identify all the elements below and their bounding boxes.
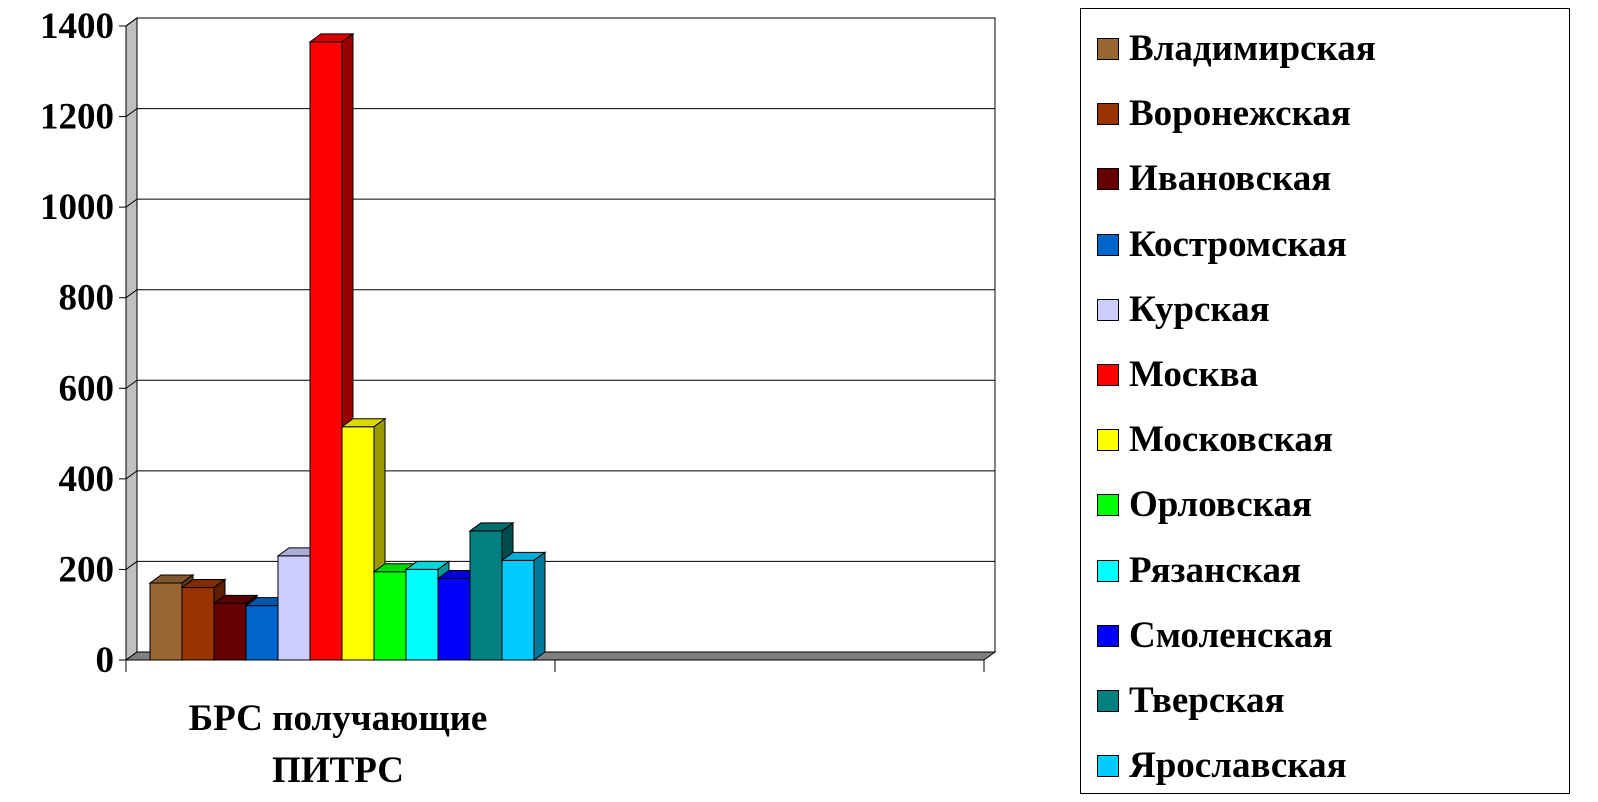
legend-swatch [1097, 429, 1119, 452]
bar-front [149, 582, 183, 661]
legend-label: Курская [1129, 288, 1270, 330]
bar-front [181, 587, 215, 661]
x-axis-ticks [125, 660, 985, 672]
legend-item: Курская [1097, 288, 1270, 330]
gridline [125, 379, 995, 389]
y-tick-label: 800 [59, 278, 115, 319]
legend-item: Владимирская [1097, 29, 1376, 69]
bar-front [213, 602, 247, 661]
y-tick-label: 1400 [40, 6, 114, 47]
bar-front [405, 568, 439, 661]
legend-swatch [1097, 559, 1119, 582]
legend-swatch [1097, 233, 1119, 256]
y-tick-label: 1200 [40, 97, 114, 138]
bar-front [309, 41, 343, 661]
back-wall [136, 17, 996, 653]
bar-front [437, 577, 471, 661]
bar-side [533, 551, 546, 661]
legend-item: Тверская [1097, 681, 1285, 721]
legend-label: Тверская [1129, 680, 1285, 721]
legend-label: Московская [1129, 419, 1333, 461]
legend-item: Ярославская [1097, 746, 1347, 786]
bar-front [245, 605, 279, 661]
legend-item: Смоленская [1097, 614, 1333, 656]
gridline [125, 289, 995, 299]
y-tick-label: 0 [96, 640, 115, 681]
legend-label: Владимирская [1129, 28, 1376, 69]
y-tick-label: 600 [59, 368, 115, 409]
gridline [125, 17, 995, 27]
legend-item: Костромская [1097, 223, 1347, 265]
legend-swatch [1097, 494, 1119, 517]
legend-label: Ярославская [1129, 745, 1347, 787]
legend-item: Московская [1097, 420, 1333, 460]
gridline [125, 560, 995, 570]
legend-swatch [1097, 298, 1119, 321]
legend-label: Рязанская [1129, 549, 1302, 591]
legend-label: Костромская [1129, 223, 1347, 265]
legend-item: Ивановская [1097, 159, 1331, 199]
legend-label: Ивановская [1129, 158, 1332, 200]
bar-Ярославская [500, 551, 547, 661]
legend-swatch [1097, 624, 1119, 647]
legend-label: Москва [1129, 354, 1259, 395]
legend-swatch [1097, 103, 1119, 126]
legend-swatch [1097, 690, 1119, 712]
gridline [125, 470, 995, 480]
bar-front [341, 426, 375, 661]
legend: Владимирская Воронежская Ивановская Костром… [1080, 8, 1570, 794]
legend-label: Воронежская [1129, 93, 1351, 135]
y-tick-label: 200 [59, 549, 115, 590]
gridline [125, 108, 995, 117]
legend-swatch [1097, 364, 1119, 386]
legend-swatch [1097, 38, 1119, 60]
legend-item: Рязанская [1097, 549, 1302, 591]
bar-front [469, 530, 503, 661]
gridlines [125, 17, 995, 570]
bar-front [373, 571, 407, 661]
y-tick-label: 1000 [40, 187, 114, 228]
bar-front [277, 555, 311, 661]
legend-label: Смоленская [1129, 614, 1333, 656]
bar-front [501, 559, 535, 661]
legend-item: Москва [1097, 355, 1258, 395]
legend-item: Орловская [1097, 485, 1312, 525]
side-wall [125, 17, 138, 661]
legend-swatch [1097, 168, 1119, 191]
gridline [125, 198, 995, 208]
x-category-label-line-1: БРС получающие [189, 698, 488, 739]
bar-chart: 0 200 400 600 800 1000 1200 1400 БРС получающие… [40, 6, 997, 791]
legend-item: Воронежская [1097, 94, 1351, 134]
y-axis-ticks: 0 200 400 600 800 1000 1200 1400 [40, 6, 126, 681]
y-tick-label: 400 [59, 459, 115, 500]
bars [148, 32, 547, 661]
legend-swatch [1097, 755, 1119, 778]
legend-label: Орловская [1129, 484, 1312, 526]
x-category-label-line-2: ПИТРС [272, 750, 404, 791]
